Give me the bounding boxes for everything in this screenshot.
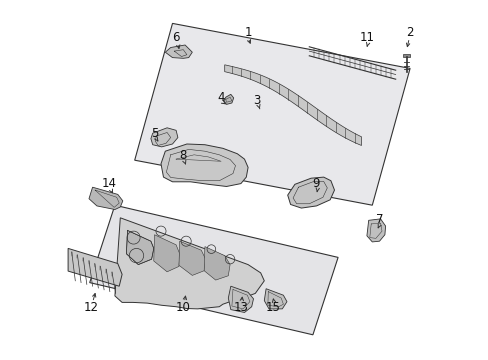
Text: 12: 12	[84, 301, 99, 314]
Text: 11: 11	[359, 31, 374, 44]
Polygon shape	[228, 286, 253, 312]
Text: 8: 8	[179, 149, 186, 162]
Polygon shape	[89, 205, 337, 335]
Text: 9: 9	[312, 177, 320, 190]
Polygon shape	[115, 218, 264, 309]
Text: 2: 2	[405, 26, 412, 39]
Polygon shape	[366, 219, 385, 242]
Polygon shape	[161, 144, 247, 186]
Polygon shape	[264, 289, 286, 309]
Text: 15: 15	[265, 301, 280, 314]
Text: 14: 14	[102, 177, 117, 190]
Polygon shape	[287, 177, 334, 208]
Text: 7: 7	[375, 213, 383, 226]
Text: 13: 13	[233, 301, 248, 314]
Polygon shape	[224, 94, 233, 104]
Polygon shape	[89, 187, 122, 210]
Text: 6: 6	[172, 31, 180, 44]
Text: 3: 3	[253, 94, 260, 107]
Polygon shape	[204, 247, 230, 280]
Polygon shape	[68, 248, 122, 286]
Polygon shape	[151, 128, 178, 147]
Polygon shape	[402, 54, 409, 57]
Polygon shape	[165, 45, 192, 58]
Polygon shape	[126, 230, 153, 265]
Text: 1: 1	[244, 26, 251, 39]
Polygon shape	[179, 241, 205, 275]
Polygon shape	[134, 23, 409, 205]
Polygon shape	[153, 235, 179, 272]
Text: 5: 5	[150, 127, 158, 140]
Text: 4: 4	[217, 91, 224, 104]
Text: 10: 10	[176, 301, 190, 314]
Polygon shape	[224, 65, 361, 145]
